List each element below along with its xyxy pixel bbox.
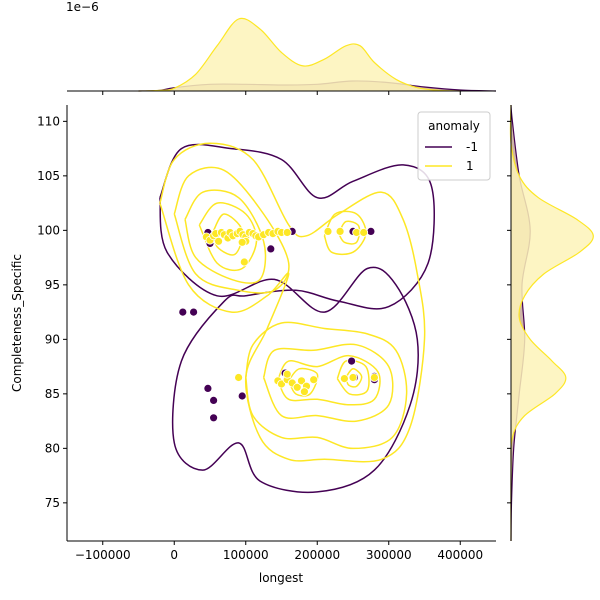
- top-density-fill-1: [138, 18, 461, 91]
- x-tick-label: 100000: [223, 548, 269, 562]
- x-axis-label: longest: [259, 571, 304, 585]
- legend-frame: [417, 111, 491, 181]
- point-series-1: [369, 373, 379, 382]
- y-tick-label: 100: [37, 223, 60, 237]
- contour-1-level-0: [159, 142, 426, 463]
- y-tick-label: 80: [45, 441, 60, 455]
- contour-1-level-12: [345, 368, 363, 388]
- contour-1-level-3: [198, 202, 258, 272]
- point-series-1: [339, 374, 349, 384]
- point-series-1: [348, 373, 358, 382]
- point-series-1: [309, 375, 319, 385]
- y-tick-label: 90: [45, 332, 60, 346]
- point-series-neg1: [366, 226, 376, 236]
- point-series-1: [234, 373, 244, 382]
- y-axis-ticks: 75 80 85 90 95 100 105 110: [37, 114, 67, 510]
- right-marginal-ticks: [507, 120, 511, 504]
- scatter-points: [178, 226, 379, 423]
- y-axis-label: Completeness_Specific: [10, 254, 24, 392]
- contour-1-level-10: [288, 367, 319, 397]
- top-density-line-1: [138, 17, 461, 92]
- top-marginal-density: [138, 17, 497, 92]
- legend: anomaly -1 1: [417, 111, 491, 181]
- point-series-1: [237, 237, 247, 247]
- x-tick-label: −100000: [75, 548, 131, 562]
- legend-label-1: 1: [466, 159, 474, 173]
- main-axes: [66, 105, 496, 542]
- contour-1-level-1: [173, 166, 290, 294]
- point-series-1: [292, 382, 302, 392]
- x-axis-ticks: −100000 0 100000 200000 300000 400000: [75, 541, 483, 562]
- point-series-1: [239, 257, 249, 267]
- x-tick-label: 0: [170, 548, 178, 562]
- point-series-neg1: [347, 356, 357, 366]
- y-tick-label: 95: [45, 278, 60, 292]
- y-tick-label: 75: [45, 496, 60, 510]
- point-series-1: [214, 236, 224, 246]
- contour-1-level-8: [262, 343, 394, 423]
- legend-title: anomaly: [428, 119, 480, 133]
- x-tick-label: 400000: [437, 548, 483, 562]
- right-density-line-1: [509, 104, 594, 542]
- right-density-fill-1: [510, 105, 594, 541]
- contour-1-level-11: [336, 359, 370, 396]
- point-series-1: [323, 226, 333, 236]
- right-density-line-neg1: [510, 104, 531, 542]
- right-marginal-density: [509, 104, 594, 542]
- point-series-neg1: [203, 383, 213, 393]
- legend-label-neg1: -1: [466, 140, 478, 154]
- point-series-1: [282, 369, 292, 379]
- y-tick-label: 110: [37, 114, 60, 128]
- point-series-1: [297, 376, 306, 386]
- contour-1-level-2: [184, 189, 267, 284]
- contour-1-level-7: [245, 321, 408, 450]
- point-series-1: [282, 228, 292, 237]
- point-series-neg1: [178, 307, 188, 317]
- point-series-neg1: [237, 391, 247, 401]
- point-series-neg1: [209, 413, 219, 423]
- y-tick-label: 85: [45, 387, 60, 401]
- x-tick-label: 300000: [366, 548, 412, 562]
- contour-1-level-9: [277, 354, 381, 406]
- top-marginal-ticks: [102, 91, 461, 95]
- point-series-1: [335, 226, 345, 236]
- y-tick-label: 105: [37, 169, 60, 183]
- point-series-neg1: [189, 307, 199, 317]
- point-series-1: [359, 228, 369, 237]
- joint-kde-contours: [159, 142, 435, 494]
- point-series-neg1: [209, 395, 219, 405]
- point-series-1: [299, 387, 309, 397]
- top-marginal-offset-label: 1e−6: [66, 0, 99, 14]
- x-tick-label: 200000: [294, 548, 340, 562]
- point-series-neg1: [266, 244, 276, 254]
- contour-neg1-level-0: [159, 143, 435, 494]
